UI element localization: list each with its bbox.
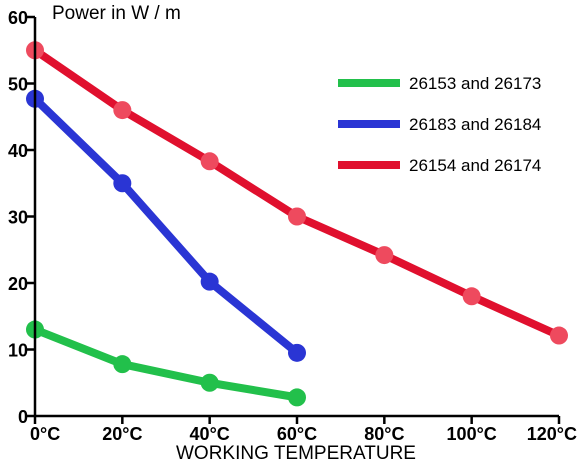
y-axis-title: Power in W / m xyxy=(52,3,181,24)
y-tick-label: 60 xyxy=(8,8,28,28)
data-point xyxy=(288,388,306,407)
y-ticks: 0 10 20 30 40 50 60 xyxy=(8,8,35,427)
series-line xyxy=(31,46,563,340)
series-layer xyxy=(26,41,568,407)
y-tick-label: 20 xyxy=(8,274,28,294)
data-point xyxy=(550,326,568,345)
series-line xyxy=(31,325,301,402)
legend-label: 26154 and 26174 xyxy=(409,156,541,175)
y-tick-label: 10 xyxy=(8,341,28,361)
y-tick-label: 50 xyxy=(8,75,28,95)
legend-label: 26183 and 26184 xyxy=(409,115,541,134)
x-tick-label: 100°C xyxy=(447,424,497,444)
data-point xyxy=(375,246,394,265)
series-line xyxy=(31,94,301,357)
x-tick-label: 40°C xyxy=(190,424,230,444)
data-point xyxy=(288,343,306,362)
data-point xyxy=(200,272,219,291)
x-tick-label: 20°C xyxy=(102,424,142,444)
legend-label: 26153 and 26173 xyxy=(409,74,541,93)
x-tick-label: 60°C xyxy=(277,424,317,444)
data-point xyxy=(113,355,132,374)
data-point xyxy=(462,287,481,306)
y-tick-label: 30 xyxy=(8,208,28,228)
data-point xyxy=(200,373,219,392)
y-tick-label: 0 xyxy=(18,407,28,427)
data-point xyxy=(113,174,132,193)
x-axis-title: WORKING TEMPERATURE xyxy=(176,443,416,463)
x-tick-label: 0°C xyxy=(30,424,60,444)
data-point xyxy=(113,101,132,120)
series-3 xyxy=(26,41,568,345)
y-tick-label: 40 xyxy=(8,141,28,161)
legend: 26153 and 26173 26183 and 26184 26154 and … xyxy=(338,74,541,175)
x-tick-label: 80°C xyxy=(364,424,404,444)
x-ticks: 0°C 20°C 40°C 60°C 80°C 100°C 120°C xyxy=(30,416,577,444)
x-tick-label: 120°C xyxy=(527,424,577,444)
series-1 xyxy=(26,320,306,407)
data-point xyxy=(288,207,306,226)
series-2 xyxy=(26,89,306,362)
data-point xyxy=(200,152,219,171)
